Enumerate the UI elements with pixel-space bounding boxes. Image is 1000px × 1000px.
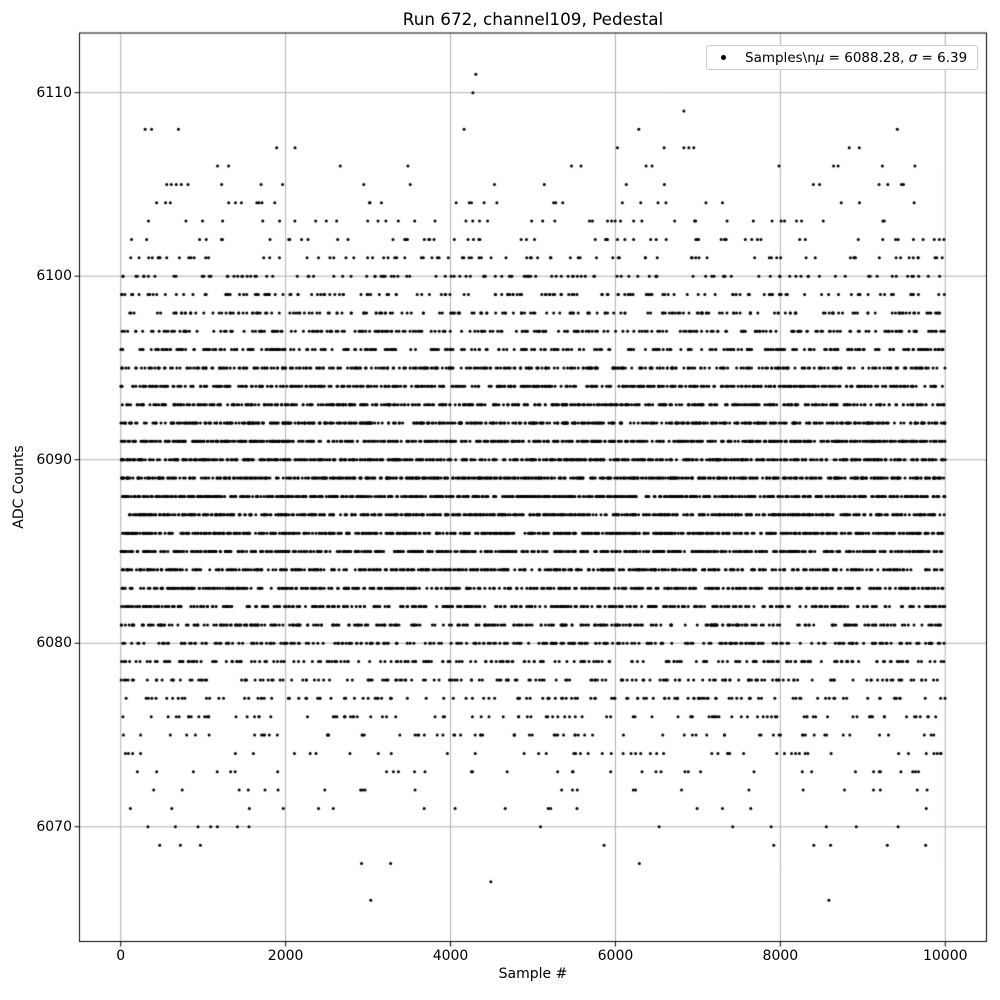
x-axis-label: Sample #	[498, 966, 568, 982]
x-tick-label: 6000	[597, 948, 634, 964]
legend-mu-symbol: μ	[815, 49, 825, 66]
y-tick-label: 6110	[36, 84, 72, 101]
legend-sample-dot-icon	[721, 55, 726, 60]
y-tick-label: 6100	[36, 268, 72, 285]
x-tick-label: 4000	[432, 948, 469, 964]
legend-label-part: = 6.39	[917, 49, 968, 66]
legend-label-part: = 6088.28,	[824, 49, 909, 66]
chart-title: Run 672, channel109, Pedestal	[402, 9, 664, 29]
y-tick-label: 6090	[36, 451, 72, 468]
x-tick-label: 8000	[762, 948, 799, 964]
y-tick-label: 6070	[36, 818, 72, 835]
legend: Samples\nμ = 6088.28, σ = 6.39	[706, 45, 978, 70]
y-tick-label: 6080	[36, 635, 72, 652]
legend-sigma-symbol: σ	[908, 49, 918, 66]
legend-label: Samples\nμ = 6088.28, σ = 6.39	[745, 50, 967, 66]
x-tick-label: 0	[116, 948, 126, 964]
legend-label-part: Samples\n	[745, 49, 816, 66]
x-tick-label: 2000	[267, 948, 304, 964]
x-tick-label: 10000	[922, 948, 968, 964]
